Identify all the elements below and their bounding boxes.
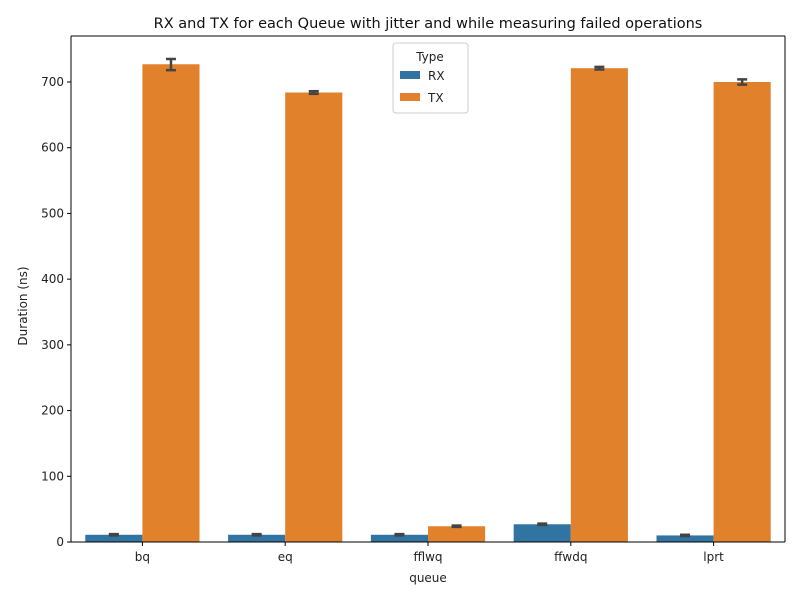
- bar-tx-eq: [285, 92, 343, 542]
- legend-label-rx: RX: [428, 69, 445, 83]
- bar-tx-lprt: [713, 82, 771, 542]
- plot-area: 0 100 200 300 400 500 600 700 bq eq fflwq ffwdq lprt: [41, 35, 786, 564]
- x-axis-label: queue: [409, 571, 447, 585]
- bar-rx-fflwq: [370, 534, 428, 542]
- bar-tx-ffwdq: [570, 68, 628, 542]
- x-tick-label-eq: eq: [278, 550, 293, 564]
- bar-tx-bq: [142, 64, 200, 542]
- legend-label-tx: TX: [427, 91, 444, 105]
- y-tick-label-600: 600: [41, 141, 64, 155]
- bar-rx-lprt: [656, 535, 714, 542]
- bar-rx-eq: [228, 534, 286, 542]
- y-axis-label: Duration (ns): [16, 266, 30, 345]
- bar-rx-bq: [85, 534, 143, 542]
- y-tick-label-500: 500: [41, 206, 64, 220]
- x-tick-label-fflwq: fflwq: [413, 550, 442, 564]
- y-tick-label-400: 400: [41, 272, 64, 286]
- legend-swatch-tx: [400, 93, 420, 101]
- x-tick-label-ffwdq: ffwdq: [554, 550, 587, 564]
- y-tick-label-200: 200: [41, 404, 64, 418]
- y-tick-label-100: 100: [41, 469, 64, 483]
- legend: Type RX TX: [392, 42, 469, 114]
- y-tick-label-300: 300: [41, 338, 64, 352]
- bar-tx-fflwq: [428, 526, 486, 542]
- x-tick-label-lprt: lprt: [703, 550, 724, 564]
- chart-title: RX and TX for each Queue with jitter and…: [154, 16, 703, 32]
- bar-rx-ffwdq: [513, 524, 571, 542]
- legend-title: Type: [415, 50, 444, 64]
- y-tick-label-700: 700: [41, 75, 64, 89]
- legend-swatch-rx: [400, 71, 420, 79]
- x-tick-label-bq: bq: [135, 550, 150, 564]
- y-tick-label-0: 0: [56, 535, 64, 549]
